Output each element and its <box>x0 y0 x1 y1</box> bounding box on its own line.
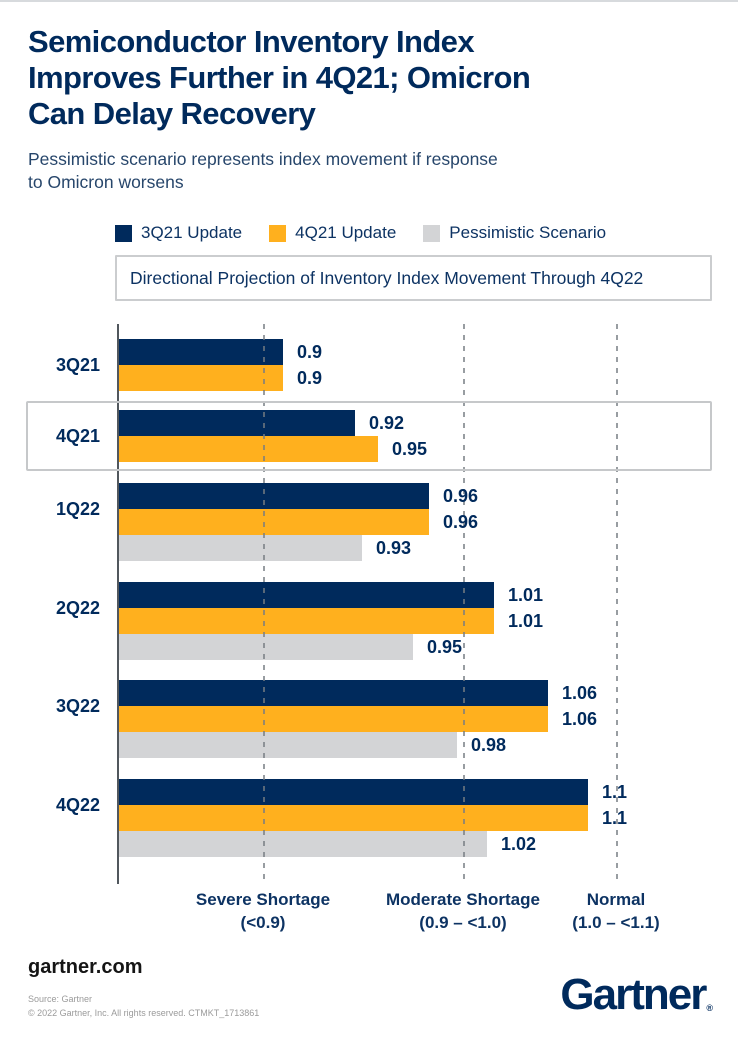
category-label: 4Q22 <box>55 795 100 815</box>
gartner-logo: Gartner® <box>560 970 713 1020</box>
bar-3q21-update <box>117 680 548 706</box>
chart-caption-text: Directional Projection of Inventory Inde… <box>130 267 644 288</box>
category-label: 3Q22 <box>55 696 100 716</box>
bar-4q21-update <box>117 608 494 634</box>
category-label: 4Q21 <box>55 426 100 446</box>
bar-value-label: 0.96 <box>443 486 479 506</box>
legend-swatch-icon <box>269 224 287 242</box>
bar-3q21-update <box>117 339 283 365</box>
legend-swatch-icon <box>115 224 132 242</box>
bar-pessimistic-scenario <box>117 732 457 758</box>
highlight-box-4q21 <box>26 401 712 471</box>
registered-mark: ® <box>706 1003 713 1013</box>
bar-3q21-update <box>117 483 429 509</box>
zone-range: (1.0 – <1.1) <box>572 913 660 932</box>
zone-range: (0.9 – <1.0) <box>419 913 507 932</box>
gridline <box>463 324 465 882</box>
source-line-1: Source: Gartner <box>28 994 93 1004</box>
subtitle-line-2: to Omicron worsens <box>28 172 184 192</box>
bar-value-label: 0.95 <box>392 439 428 459</box>
bar-4q21-update <box>117 706 548 732</box>
legend-swatch-icon <box>423 224 441 242</box>
legend-label: 4Q21 Update <box>295 223 397 242</box>
bar-4q21-update <box>117 509 429 535</box>
legend-item: 4Q21 Update <box>269 223 396 243</box>
title-line-2: Improves Further in 4Q21; Omicron <box>28 60 531 95</box>
bar-value-label: 1.06 <box>562 683 598 703</box>
legend-label: 3Q21 Update <box>141 223 243 242</box>
bar-3q21-update <box>117 779 588 805</box>
subtitle-line-1: Pessimistic scenario represents index mo… <box>28 149 498 169</box>
bar-3q21-update <box>117 410 355 436</box>
bar-pessimistic-scenario <box>117 831 487 857</box>
bar-4q21-update <box>117 805 588 831</box>
gridline <box>263 324 265 882</box>
bar-value-label: 1.06 <box>562 709 598 729</box>
category-label: 3Q21 <box>55 355 100 375</box>
bar-value-label: 0.9 <box>297 342 323 362</box>
legend-item: Pessimistic Scenario <box>423 223 606 243</box>
page-title: Semiconductor Inventory Index Improves F… <box>28 24 718 132</box>
legend-label: Pessimistic Scenario <box>449 223 607 242</box>
gartner-site-url: gartner.com <box>28 956 143 978</box>
bar-3q21-update <box>117 582 494 608</box>
bar-value-label: 0.95 <box>427 637 463 657</box>
zone-name: Severe Shortage <box>195 890 331 909</box>
x-axis-zone-label: Severe Shortage (<0.9) <box>148 888 378 934</box>
title-line-3: Can Delay Recovery <box>28 96 316 131</box>
page-subtitle: Pessimistic scenario represents index mo… <box>28 148 718 194</box>
x-axis-zone-label: Moderate Shortage (0.9 – <1.0) <box>348 888 578 934</box>
bar-value-label: 1.1 <box>602 782 628 802</box>
bar-value-label: 0.98 <box>471 735 507 755</box>
bar-value-label: 1.02 <box>501 834 537 854</box>
legend-item: 3Q21 Update <box>115 223 242 243</box>
x-axis-zone-label: Normal (1.0 – <1.1) <box>501 888 731 934</box>
title-line-1: Semiconductor Inventory Index <box>28 24 475 59</box>
gartner-logo-text: Gartner <box>560 970 707 1019</box>
bar-value-label: 0.96 <box>443 512 479 532</box>
bar-value-label: 1.01 <box>508 585 544 605</box>
category-label: 2Q22 <box>55 598 100 618</box>
category-label: 1Q22 <box>55 499 100 519</box>
bar-value-label: 0.9 <box>297 368 323 388</box>
zone-name: Normal <box>586 890 646 909</box>
bar-pessimistic-scenario <box>117 634 413 660</box>
bar-value-label: 0.93 <box>376 538 412 558</box>
bar-value-label: 1.1 <box>602 808 628 828</box>
gridline <box>616 324 618 882</box>
bar-pessimistic-scenario <box>117 535 362 561</box>
y-axis-line <box>117 324 119 884</box>
source-line-2: © 2022 Gartner, Inc. All rights reserved… <box>28 1007 260 1018</box>
chart-caption-box: Directional Projection of Inventory Inde… <box>115 255 712 301</box>
zone-range: (<0.9) <box>240 913 286 932</box>
bar-4q21-update <box>117 436 378 462</box>
bar-value-label: 1.01 <box>508 611 544 631</box>
zone-name: Moderate Shortage <box>386 890 540 909</box>
bar-4q21-update <box>117 365 283 391</box>
chart-legend: 3Q21 Update 4Q21 Update Pessimistic Scenar… <box>115 223 606 243</box>
source-note: Source: Gartner © 2022 Gartner, Inc. All… <box>28 993 259 1020</box>
bar-value-label: 0.92 <box>369 413 405 433</box>
